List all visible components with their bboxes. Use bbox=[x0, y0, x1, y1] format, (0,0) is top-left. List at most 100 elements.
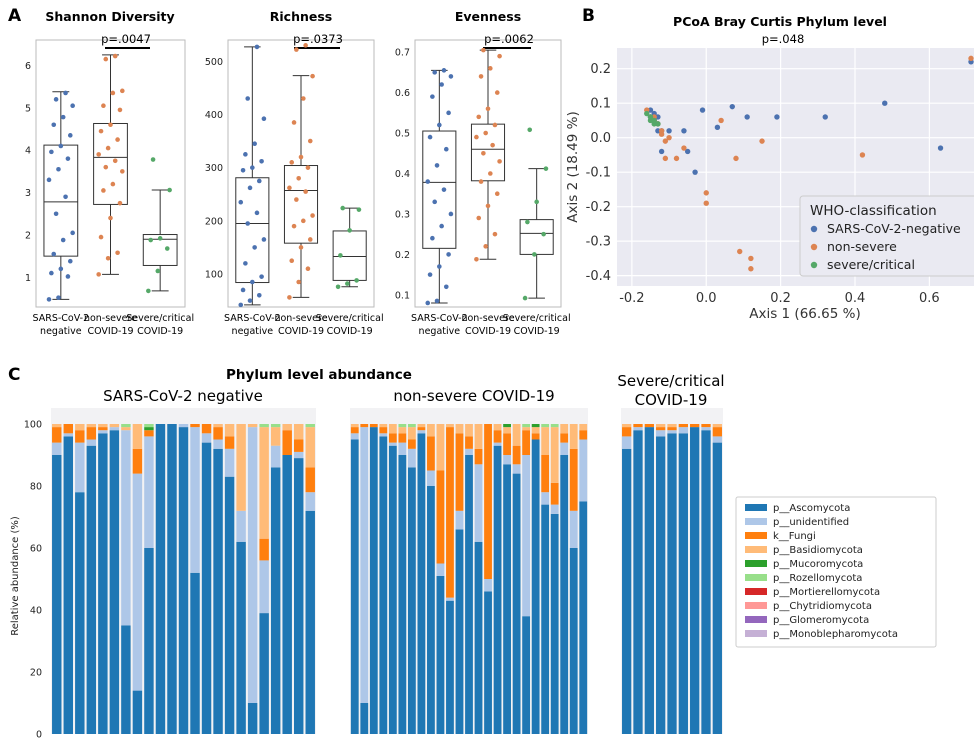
scatter-point bbox=[651, 117, 657, 124]
bar-segment bbox=[550, 427, 559, 483]
data-point bbox=[155, 268, 161, 274]
bar-segment bbox=[52, 424, 62, 428]
bar-segment bbox=[360, 703, 369, 734]
outlier-point bbox=[527, 127, 533, 133]
bar-segment bbox=[213, 427, 223, 440]
bar-segment bbox=[52, 455, 62, 734]
data-point bbox=[164, 246, 170, 251]
legend-swatch bbox=[745, 616, 767, 623]
category-label: Severe/critical bbox=[316, 313, 384, 324]
bar-segment bbox=[484, 579, 492, 592]
data-point bbox=[427, 134, 433, 140]
legend-swatch bbox=[745, 532, 767, 539]
bar-segment bbox=[569, 448, 578, 511]
data-point bbox=[103, 56, 109, 62]
data-point bbox=[291, 223, 297, 229]
bar-segment bbox=[86, 427, 97, 440]
data-point bbox=[46, 177, 52, 183]
legend-label: p__Chytridiomycota bbox=[773, 601, 872, 612]
bar-segment bbox=[644, 427, 654, 734]
bar-segment bbox=[360, 424, 369, 428]
bar-segment bbox=[560, 442, 569, 455]
data-point bbox=[105, 145, 111, 151]
y-tick-label: -0.3 bbox=[586, 235, 611, 250]
data-point bbox=[96, 272, 101, 277]
bar-segment bbox=[446, 424, 454, 428]
bar-segment bbox=[144, 548, 154, 734]
bar-segment bbox=[293, 451, 304, 459]
chart-title: Richness bbox=[270, 9, 332, 24]
bar-segment bbox=[560, 455, 569, 734]
bar-segment bbox=[213, 439, 223, 449]
bar-segment bbox=[407, 427, 416, 440]
bar-segment bbox=[667, 424, 677, 428]
bar-segment bbox=[522, 616, 531, 734]
category-label: Severe/critical bbox=[503, 313, 571, 324]
data-point bbox=[441, 187, 447, 192]
data-point bbox=[252, 245, 257, 250]
data-point bbox=[434, 163, 440, 168]
bar-segment bbox=[270, 424, 281, 428]
legend-label: p__Monoblepharomycota bbox=[773, 629, 898, 640]
y-tick-label: 2 bbox=[25, 230, 31, 241]
scatter-point bbox=[647, 107, 654, 113]
data-point bbox=[96, 152, 101, 157]
category-label: COVID-19 bbox=[278, 326, 324, 337]
box bbox=[519, 219, 554, 255]
bar-segment bbox=[369, 424, 378, 428]
data-point bbox=[443, 146, 449, 152]
data-point bbox=[70, 230, 75, 236]
bar-segment bbox=[407, 448, 416, 468]
data-point bbox=[51, 251, 57, 257]
bar-segment bbox=[282, 424, 292, 431]
x-axis-label: Axis 1 (66.65 %) bbox=[749, 306, 860, 322]
bar-segment bbox=[579, 501, 588, 734]
data-point bbox=[112, 53, 118, 59]
bar-segment bbox=[190, 572, 200, 734]
bar-segment bbox=[247, 703, 258, 734]
bar-segment bbox=[579, 424, 588, 431]
bar-segment bbox=[75, 424, 85, 431]
y-tick-label: 100 bbox=[24, 420, 42, 431]
bar-segment bbox=[531, 424, 540, 428]
y-tick-label: -0.2 bbox=[586, 200, 611, 215]
bar-segment bbox=[712, 427, 722, 437]
data-point bbox=[238, 302, 244, 308]
bar-segment bbox=[398, 424, 407, 428]
bar-segment bbox=[701, 424, 711, 428]
legend-swatch bbox=[745, 602, 767, 609]
legend-marker bbox=[810, 225, 818, 233]
box bbox=[470, 123, 506, 182]
legend-swatch bbox=[745, 546, 767, 553]
bar-segment bbox=[144, 430, 154, 437]
y-tick-label: 0.7 bbox=[395, 48, 410, 59]
legend-label: severe/critical bbox=[827, 257, 915, 272]
y-tick-label: 100 bbox=[205, 270, 223, 281]
scatter-point bbox=[658, 148, 665, 155]
bar-segment bbox=[522, 427, 531, 431]
bar-segment bbox=[667, 433, 677, 734]
bar-segment bbox=[633, 430, 643, 734]
data-point bbox=[261, 116, 267, 122]
scatter-point bbox=[699, 107, 706, 113]
data-point bbox=[46, 297, 52, 302]
bar-segment bbox=[579, 430, 588, 440]
y-tick-label: 0.2 bbox=[395, 250, 410, 261]
bar-segment bbox=[224, 424, 235, 437]
x-tick-label: 0.2 bbox=[770, 291, 791, 306]
x-tick-label: 0.0 bbox=[696, 291, 717, 306]
outlier-point bbox=[150, 157, 156, 162]
bar-segment bbox=[86, 439, 97, 446]
scatter-point bbox=[703, 200, 709, 206]
data-point bbox=[532, 252, 537, 257]
bar-segment bbox=[446, 597, 454, 601]
data-point bbox=[120, 88, 125, 94]
bar-segment bbox=[560, 433, 569, 443]
bar-segment bbox=[465, 448, 473, 455]
data-point bbox=[98, 128, 104, 134]
scatter-point bbox=[681, 128, 687, 134]
data-point bbox=[148, 237, 154, 243]
scatter-point bbox=[647, 114, 654, 120]
bar-segment bbox=[407, 467, 416, 734]
data-point bbox=[492, 231, 498, 237]
